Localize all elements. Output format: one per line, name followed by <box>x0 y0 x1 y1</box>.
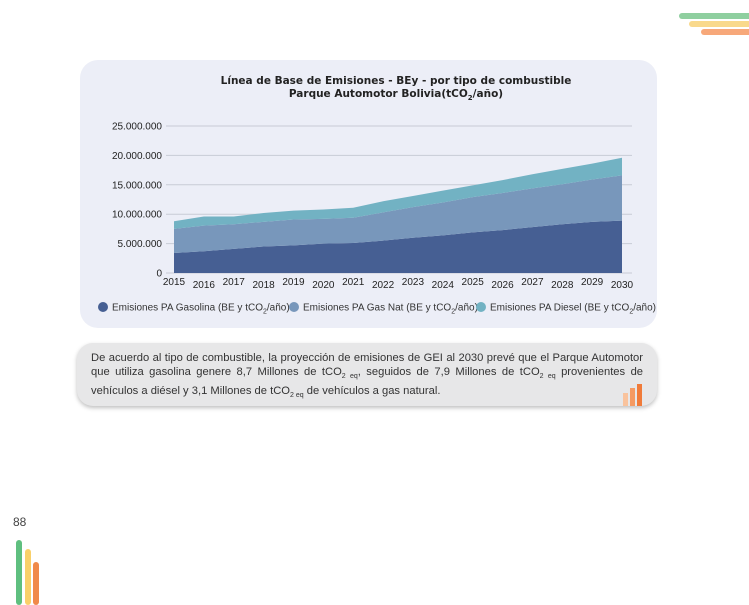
decor-bar-orange <box>701 29 749 35</box>
y-tick-label: 10.000.000 <box>112 210 162 221</box>
chart-card: Línea de Base de Emisiones - BEy - por t… <box>80 60 657 328</box>
bar-chart-icon <box>623 384 643 406</box>
chart-subtitle: Parque Automotor Bolivia(tCO2/año) <box>289 88 503 102</box>
x-tick-label: 2019 <box>282 277 305 288</box>
decor-bar-yellow <box>689 21 749 27</box>
area-chart: Línea de Base de Emisiones - BEy - por t… <box>98 75 656 316</box>
summary-note: De acuerdo al tipo de combustible, la pr… <box>77 343 657 406</box>
y-tick-label: 0 <box>156 269 162 280</box>
y-tick-label: 20.000.000 <box>112 151 162 162</box>
x-tick-label: 2016 <box>193 280 216 291</box>
x-tick-label: 2021 <box>342 277 365 288</box>
x-tick-label: 2029 <box>581 277 604 288</box>
y-tick-label: 15.000.000 <box>112 180 162 191</box>
x-tick-label: 2023 <box>402 277 425 288</box>
legend-label: Emisiones PA Diesel (BE y tCO2/año) <box>490 303 656 316</box>
decor-vbar-orange <box>33 562 39 605</box>
y-tick-label: 25.000.000 <box>112 122 162 133</box>
x-tick-label: 2017 <box>223 277 246 288</box>
decor-vbar-yellow <box>25 549 31 605</box>
summary-text: De acuerdo al tipo de combustible, la pr… <box>91 352 644 400</box>
x-tick-label: 2018 <box>252 280 275 291</box>
x-tick-label: 2025 <box>462 277 485 288</box>
x-tick-label: 2028 <box>551 280 574 291</box>
legend-marker <box>289 302 299 312</box>
y-tick-label: 5.000.000 <box>118 239 163 250</box>
legend-label: Emisiones PA Gas Nat (BE y tCO2/año) <box>303 303 478 316</box>
x-tick-label: 2024 <box>432 280 455 291</box>
x-tick-label: 2022 <box>372 280 395 291</box>
decor-vbar-green <box>16 540 22 605</box>
decor-bar-green <box>679 13 749 19</box>
x-tick-label: 2015 <box>163 277 186 288</box>
area-series-2 <box>174 157 622 229</box>
page-number: 88 <box>13 515 27 529</box>
area-series-0 <box>174 220 622 273</box>
x-tick-label: 2030 <box>611 280 634 291</box>
legend-marker <box>98 302 108 312</box>
chart-title: Línea de Base de Emisiones - BEy - por t… <box>221 75 572 87</box>
area-series-1 <box>174 175 622 254</box>
legend-label: Emisiones PA Gasolina (BE y tCO2/año) <box>112 303 290 316</box>
legend-marker <box>476 302 486 312</box>
x-tick-label: 2026 <box>491 280 514 291</box>
x-tick-label: 2020 <box>312 280 335 291</box>
x-tick-label: 2027 <box>521 277 544 288</box>
